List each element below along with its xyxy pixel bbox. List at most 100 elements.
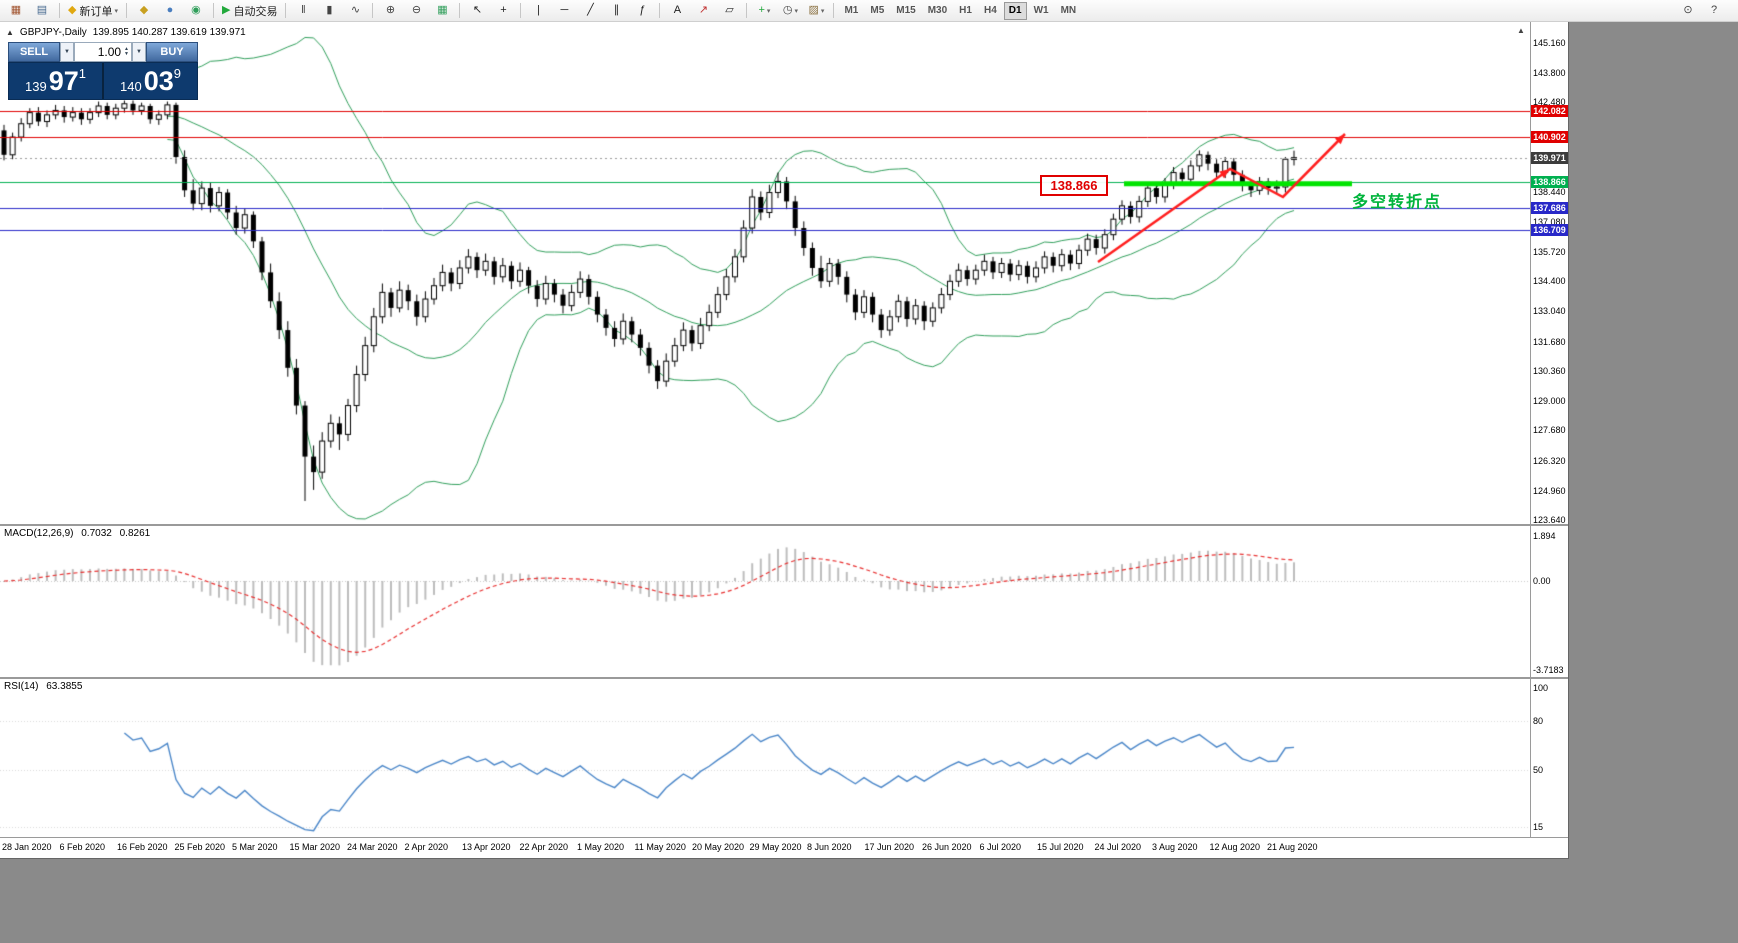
community-icon[interactable]: ◉ [191,4,201,16]
zoom-in-icon[interactable]: ⊕ [385,4,396,16]
template-icon[interactable]: ▨ ▾ [808,4,825,16]
price-badge: 140.902 [1531,131,1568,143]
tf-h1[interactable]: H1 [959,5,972,16]
macd-indicator-label: MACD(12,26,9) 0.7032 0.8261 [4,528,150,539]
vline-icon[interactable]: | [537,4,540,16]
tf-m5[interactable]: M5 [870,5,885,16]
date-axis[interactable]: 28 Jan 2020 6 Feb 2020 16 Feb 2020 25 Feb 2… [0,838,1530,858]
buy-price[interactable]: 140 03 9 [104,63,197,99]
candlestick-chart-icon[interactable]: ▮ [326,4,333,16]
channel-icon[interactable]: ∥ [613,4,620,16]
date-label: 1 May 2020 [577,842,625,852]
indicators-icon[interactable]: + ▾ [758,4,771,16]
sell-button[interactable]: SELL [8,42,60,62]
autotrading-button[interactable]: ▶ 自动交易 [221,4,278,18]
fibonacci-icon[interactable]: ƒ [639,4,646,16]
panel-separator[interactable] [0,677,1568,679]
periods-icon[interactable]: ◷ ▾ [782,4,799,16]
one-click-trading-panel: SELL ▼ 1.00 ▲ ▼ ▼ BUY 139 97 1 [8,42,198,100]
line-chart-icon[interactable]: ∿ [350,4,361,16]
profiles-icon[interactable]: ▤ [36,4,48,16]
buy-button[interactable]: BUY [146,42,198,62]
shapes-icon[interactable]: ▱ [725,4,734,16]
macd-tick: 0.00 [1533,576,1551,586]
date-label: 6 Jul 2020 [979,842,1022,852]
date-label: 24 Jul 2020 [1094,842,1142,852]
price-tick: 142.480 [1533,96,1566,107]
date-label: 11 May 2020 [634,842,686,852]
zoom-out-icon[interactable]: ⊖ [411,4,422,16]
date-axis-border [0,837,1568,838]
price-badge: 138.866 [1531,176,1568,189]
toolbar-separator [659,3,661,18]
help-icon[interactable]: ? [1710,4,1718,16]
tf-d1[interactable]: D1 [1003,1,1027,20]
date-label: 22 Apr 2020 [519,842,569,852]
price-tick: 129.000 [1533,396,1566,407]
price-axis[interactable]: 145.160 143.800 142.480 138.440 137.080 135.7… [1531,22,1568,837]
macd-name: MACD(12,26,9) [4,528,74,539]
crosshair-icon[interactable]: + [500,4,507,16]
buy-options-caret-icon[interactable]: ▼ [132,42,146,62]
tf-w1[interactable]: W1 [1033,5,1049,16]
tile-windows-icon[interactable]: ▦ [437,4,448,16]
new-order-button[interactable]: ◆ 新订单 ▾ [68,4,118,18]
bar-chart-icon[interactable]: ‖ [301,4,306,16]
tf-mn[interactable]: MN [1060,5,1077,16]
volume-input[interactable]: 1.00 ▲ ▼ [74,42,132,62]
toolbar-separator [459,3,461,18]
volume-spinner[interactable]: ▲ ▼ [124,47,129,57]
market-person-icon[interactable]: ● [166,4,174,16]
rsi-panel-canvas[interactable] [0,679,1530,837]
spin-up-icon[interactable]: ▲ [124,46,129,52]
sell-options-caret-icon[interactable]: ▼ [60,42,74,62]
rsi-tick: 100 [1533,683,1549,693]
tf-m15[interactable]: M15 [896,5,916,16]
mql5-icon[interactable]: ◆ [139,4,149,16]
price-tick: 124.960 [1533,485,1566,496]
macd-signal-value: 0.8261 [119,528,151,539]
macd-tick: -3.7183 [1533,664,1564,675]
date-label: 15 Jul 2020 [1037,842,1084,852]
scroll-marker-icon[interactable]: ▲ [1517,26,1525,35]
search-icon[interactable]: ⊙ [1683,4,1693,16]
toolbar-separator [125,3,127,18]
new-window-icon[interactable]: ▦ [10,4,22,16]
sell-price[interactable]: 139 97 1 [9,63,102,99]
price-axis-border [1530,22,1531,837]
volume-value: 1.00 [97,45,122,59]
date-label: 29 May 2020 [749,842,802,852]
price-badge: 142.082 [1531,104,1568,117]
macd-tick: 1.894 [1533,530,1556,541]
tf-h4[interactable]: H4 [983,5,997,16]
price-annotation[interactable]: 138.866 [1040,175,1108,196]
hline-icon[interactable]: ─ [560,4,569,16]
toolbar-separator [59,3,60,18]
price-tick: 127.680 [1533,425,1566,436]
buy-price-prefix: 140 [120,79,142,94]
symbol-info: ▲ GBPJPY-,Daily 139.895 140.287 139.619 … [6,27,246,38]
spin-down-icon[interactable]: ▼ [124,51,129,57]
tf-m30[interactable]: M30 [927,5,948,16]
tf-m1[interactable]: M1 [844,5,859,16]
date-label: 20 May 2020 [692,842,745,852]
price-tick: 123.640 [1533,515,1566,526]
chart-shift-icon[interactable]: ▲ [6,28,14,37]
date-label: 2 Apr 2020 [404,842,449,852]
turning-point-label[interactable]: 多空转折点 [1352,194,1443,211]
rsi-value: 63.3855 [46,681,83,692]
price-divider [102,63,104,99]
arrow-object-icon[interactable]: ↗ [698,4,709,16]
rsi-tick: 50 [1533,765,1544,775]
price-badge: 137.686 [1531,202,1568,215]
price-tick: 143.800 [1533,67,1566,78]
price-chart-canvas[interactable] [0,22,1530,524]
cursor-icon[interactable]: ↖ [472,4,483,16]
trendline-icon[interactable]: ╱ [587,4,594,16]
panel-separator[interactable] [0,524,1568,526]
macd-panel-canvas[interactable] [0,526,1530,677]
price-tick: 126.320 [1533,455,1566,466]
text-icon[interactable]: A [673,4,682,16]
price-tick: 130.360 [1533,365,1566,376]
